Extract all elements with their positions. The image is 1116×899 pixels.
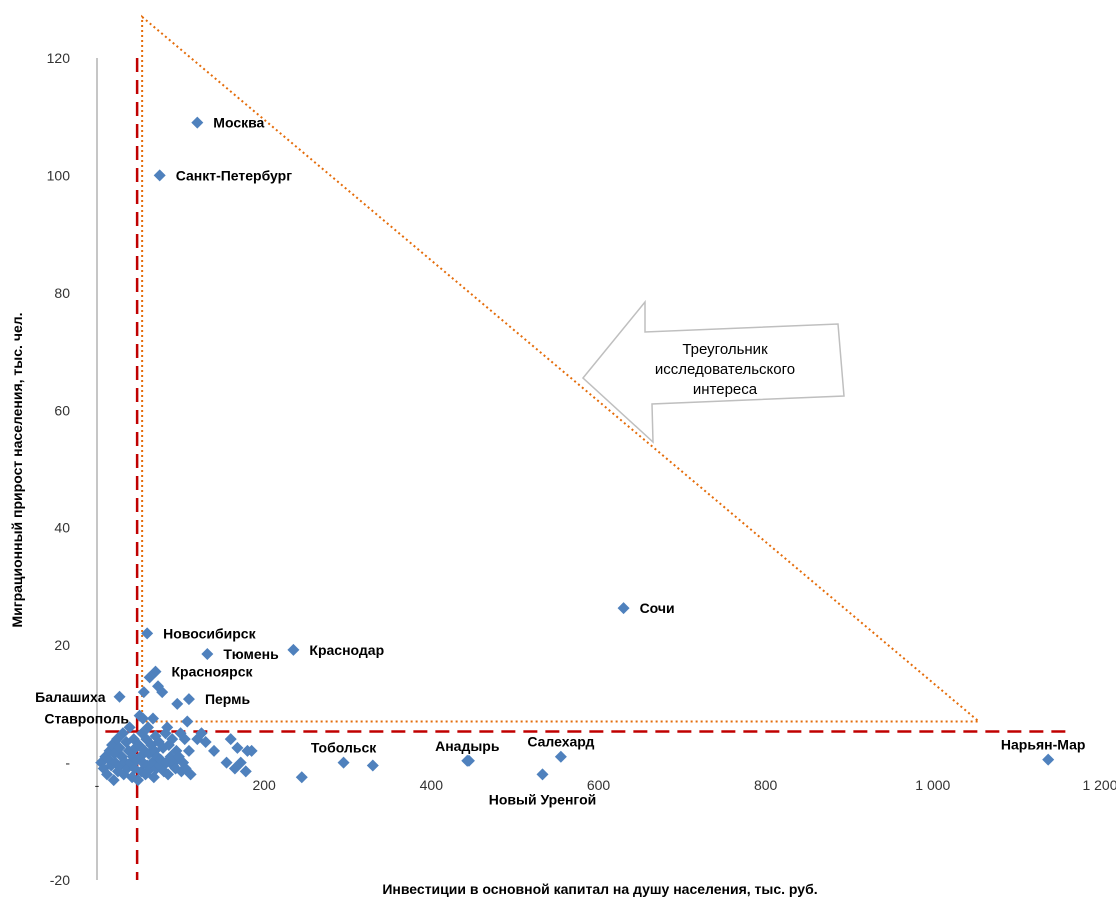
data-point: [162, 768, 175, 781]
data-point: [536, 768, 549, 781]
arrow-text-line-1: Треугольник: [682, 341, 768, 358]
y-tick-label: 60: [54, 402, 70, 418]
data-point: [191, 116, 204, 129]
x-tick-label: 800: [754, 777, 778, 793]
data-point: [113, 741, 126, 754]
y-tick-label: 80: [54, 285, 70, 301]
data-point: [617, 602, 630, 615]
data-point: [171, 697, 184, 710]
data-point: [461, 754, 474, 767]
data-point: [131, 774, 144, 787]
data-point: [141, 627, 154, 640]
data-point: [141, 721, 154, 734]
y-tick-label: 120: [47, 50, 71, 66]
data-point: [231, 741, 244, 754]
data-point: [199, 736, 212, 749]
data-point: [366, 759, 379, 772]
data-point: [137, 686, 150, 699]
y-axis-title: Миграционный прирост населения, тыс. чел…: [9, 312, 25, 627]
data-point: [295, 771, 308, 784]
data-point: [337, 756, 350, 769]
data-point: [554, 750, 567, 763]
data-point: [224, 733, 237, 746]
point-label: Ставрополь: [44, 711, 129, 727]
data-point: [147, 712, 160, 725]
x-tick-label: -: [95, 777, 100, 793]
y-tick-label: -20: [50, 872, 70, 888]
x-tick-labels: - 200 400 600 800 1 000 1 200: [95, 777, 1116, 793]
data-point: [166, 733, 179, 746]
research-triangle: [141, 14, 982, 723]
data-point: [153, 169, 166, 182]
data-point: [208, 744, 221, 757]
y-tick-label: 100: [47, 167, 71, 183]
y-tick-label: 40: [54, 520, 70, 536]
point-label: Анадырь: [435, 738, 500, 754]
data-point: [136, 712, 149, 725]
x-tick-label: 200: [252, 777, 276, 793]
point-label: Салехард: [527, 734, 594, 750]
data-point: [184, 768, 197, 781]
point-label: Краснодар: [309, 642, 384, 658]
data-point: [116, 727, 129, 740]
labeled-points: Москва Санкт-Петербург Сочи Новосибирск Крас…: [35, 115, 1085, 808]
annotation-arrow: Треугольник исследовательского интереса: [581, 299, 845, 444]
data-point: [181, 715, 194, 728]
data-point: [239, 765, 252, 778]
point-label: Тобольск: [311, 740, 377, 756]
data-point: [147, 771, 160, 784]
arrow-text-line-3: интереса: [693, 381, 758, 398]
data-point: [101, 768, 114, 781]
data-point: [1042, 753, 1055, 766]
data-point: [178, 733, 191, 746]
data-point: [220, 756, 233, 769]
point-label: Пермь: [205, 691, 251, 707]
point-label: Москва: [213, 115, 264, 131]
point-label: Сочи: [640, 600, 675, 616]
data-point: [245, 744, 258, 757]
data-point: [182, 693, 195, 706]
x-tick-label: 1 000: [915, 777, 950, 793]
data-point: [107, 774, 120, 787]
point-label: Красноярск: [172, 664, 254, 680]
data-point: [182, 744, 195, 757]
y-tick-label: 20: [54, 637, 70, 653]
data-point: [149, 665, 162, 678]
arrow-text-line-2: исследовательского: [655, 361, 795, 378]
data-point: [156, 686, 169, 699]
x-axis-title: Инвестиции в основной капитал на душу на…: [382, 881, 817, 897]
point-label: Балашиха: [35, 689, 106, 705]
point-label: Новый Уренгой: [489, 791, 597, 807]
data-point: [201, 647, 214, 660]
data-point: [161, 721, 174, 734]
data-point: [113, 690, 126, 703]
data-point: [123, 721, 136, 734]
x-tick-label: 400: [420, 777, 444, 793]
x-tick-label: 1 200: [1082, 777, 1116, 793]
data-point: [117, 768, 130, 781]
point-label: Тюмень: [223, 646, 279, 662]
point-label: Новосибирск: [163, 625, 256, 641]
data-points: [95, 671, 475, 787]
data-point: [195, 727, 208, 740]
x-tick-label: 600: [587, 777, 611, 793]
data-point: [234, 756, 247, 769]
y-tick-label: -: [65, 755, 70, 771]
point-label: Санкт-Петербург: [176, 167, 293, 183]
point-label: Нарьян-Мар: [1001, 737, 1086, 753]
data-point: [287, 643, 300, 656]
